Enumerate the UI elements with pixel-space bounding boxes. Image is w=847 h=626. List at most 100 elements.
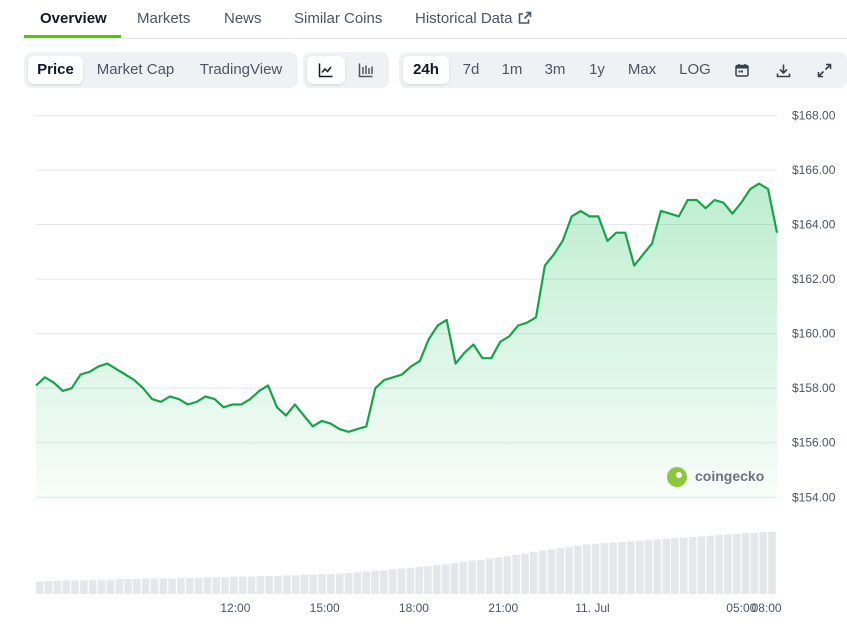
volume-bar bbox=[133, 579, 141, 594]
volume-bar bbox=[274, 576, 282, 594]
volume-bar bbox=[750, 532, 759, 594]
volume-bar bbox=[724, 534, 732, 594]
tab-markets[interactable]: Markets bbox=[137, 10, 191, 27]
tab-similar-coins[interactable]: Similar Coins bbox=[294, 10, 383, 27]
volume-bar bbox=[706, 535, 715, 594]
download-button[interactable] bbox=[766, 56, 800, 84]
volume-bar bbox=[732, 533, 741, 594]
volume-bar bbox=[556, 548, 565, 594]
volume-bar bbox=[715, 535, 723, 594]
volume-bar bbox=[741, 533, 750, 594]
volume-bar bbox=[485, 558, 494, 594]
y-tick-label: $160.00 bbox=[792, 327, 836, 341]
volume-bar bbox=[653, 539, 662, 594]
volume-bar bbox=[627, 541, 635, 594]
range-toolbar: 24h 7d 1m 3m 1y Max LOG bbox=[399, 52, 847, 88]
volume-bar bbox=[441, 564, 450, 594]
volume-bar bbox=[547, 549, 556, 594]
volume-bar bbox=[565, 546, 573, 594]
price-area bbox=[36, 183, 777, 500]
volume-bar bbox=[141, 578, 150, 594]
volume-bar bbox=[768, 532, 776, 594]
range-max[interactable]: Max bbox=[627, 61, 657, 78]
range-3m[interactable]: 3m bbox=[544, 61, 566, 78]
volume-bar bbox=[80, 580, 88, 594]
line-chart-icon bbox=[318, 63, 333, 78]
volume-bar bbox=[71, 580, 79, 594]
volume-bar bbox=[283, 575, 291, 594]
range-7d[interactable]: 7d bbox=[462, 61, 480, 78]
range-1m[interactable]: 1m bbox=[501, 61, 523, 78]
volume-bar bbox=[106, 579, 115, 594]
volume-bar bbox=[247, 576, 256, 594]
volume-bar bbox=[406, 567, 415, 594]
volume-bar bbox=[582, 544, 591, 594]
volume-bar bbox=[450, 563, 459, 594]
volume-bar bbox=[185, 577, 194, 594]
price-line[interactable] bbox=[35, 182, 779, 433]
volume-bar bbox=[318, 574, 326, 594]
volume-bar bbox=[609, 542, 618, 594]
coingecko-logo-icon bbox=[667, 467, 687, 488]
volume-bar bbox=[159, 578, 168, 594]
market-cap-tab[interactable]: Market Cap bbox=[96, 61, 175, 78]
volume-bar bbox=[512, 554, 520, 594]
volume-bar bbox=[688, 536, 697, 594]
volume-bar bbox=[53, 580, 62, 594]
volume-bar bbox=[309, 574, 318, 594]
tab-historical-data-label: Historical Data bbox=[415, 10, 513, 27]
tradingview-tab[interactable]: TradingView bbox=[199, 61, 283, 78]
price-tab[interactable]: Price bbox=[28, 56, 83, 84]
volume-bar bbox=[97, 579, 106, 594]
volume-bar bbox=[300, 574, 309, 594]
x-tick-label: 12:00 bbox=[220, 601, 250, 615]
volume-bars bbox=[36, 532, 776, 594]
volume-bar bbox=[371, 571, 379, 594]
volume-bar bbox=[574, 545, 582, 594]
range-24h[interactable]: 24h bbox=[403, 56, 449, 84]
volume-bar bbox=[256, 576, 265, 594]
volume-bar bbox=[36, 581, 44, 594]
fullscreen-button[interactable] bbox=[807, 56, 841, 84]
volume-bar bbox=[388, 569, 397, 594]
volume-bar bbox=[44, 580, 53, 594]
volume-bar bbox=[600, 543, 609, 594]
log-scale-toggle[interactable]: LOG bbox=[679, 61, 711, 78]
chart-view-toggle bbox=[303, 52, 389, 88]
volume-bar bbox=[459, 561, 468, 594]
volume-bar bbox=[88, 579, 97, 594]
line-chart-button[interactable] bbox=[307, 56, 345, 84]
y-axis: $154.00 $156.00 $158.00 $160.00 $162.00 … bbox=[792, 108, 836, 504]
calendar-icon bbox=[735, 64, 749, 77]
y-tick-label: $154.00 bbox=[792, 490, 836, 504]
volume-bar bbox=[335, 573, 344, 594]
volume-bar bbox=[353, 572, 362, 594]
fullscreen-icon bbox=[817, 63, 831, 77]
tab-news[interactable]: News bbox=[224, 10, 262, 27]
x-tick-label: 08:00 bbox=[752, 601, 782, 615]
candlestick-chart-button[interactable] bbox=[347, 56, 385, 84]
x-tick-label: 18:00 bbox=[399, 601, 429, 615]
tab-overview[interactable]: Overview bbox=[40, 10, 107, 27]
range-1y[interactable]: 1y bbox=[589, 61, 605, 78]
volume-bar bbox=[697, 536, 706, 594]
volume-bar bbox=[530, 551, 538, 594]
volume-bar bbox=[212, 577, 221, 594]
tab-historical-data[interactable]: Historical Data bbox=[415, 10, 532, 27]
y-tick-label: $162.00 bbox=[792, 272, 836, 286]
volume-bar bbox=[644, 540, 653, 594]
volume-bar bbox=[432, 564, 441, 594]
volume-bar bbox=[380, 570, 388, 594]
volume-bar bbox=[591, 543, 600, 594]
volume-bar bbox=[344, 572, 353, 594]
chart-type-selector: Price Market Cap TradingView bbox=[24, 52, 298, 88]
y-tick-label: $168.00 bbox=[792, 108, 836, 122]
volume-bar bbox=[291, 575, 300, 594]
candlestick-icon bbox=[358, 63, 373, 78]
volume-bar bbox=[503, 556, 512, 594]
y-tick-label: $158.00 bbox=[792, 381, 836, 395]
volume-bar bbox=[124, 579, 132, 594]
date-range-button[interactable] bbox=[725, 56, 759, 84]
volume-bar bbox=[238, 576, 247, 594]
